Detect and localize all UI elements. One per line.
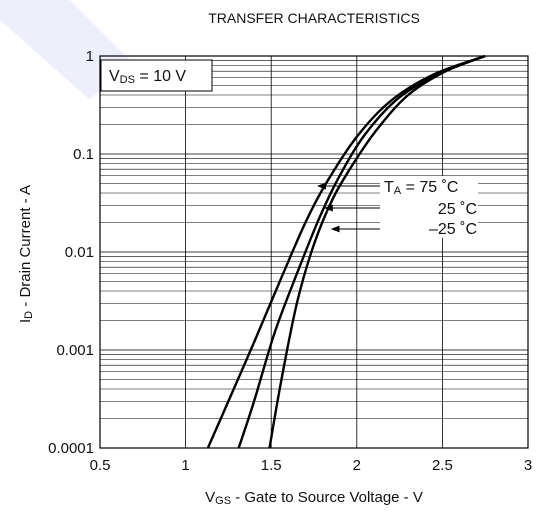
y-axis-title: ID - Drain Current - A xyxy=(17,185,35,323)
annotation-minus25c: –25 ˚C xyxy=(429,221,477,238)
condition-label-rest: = 10 V xyxy=(135,68,186,85)
x-axis-title-main: V xyxy=(205,489,215,506)
watermark-shape xyxy=(0,0,130,100)
chart-title: TRANSFER CHARACTERISTICS xyxy=(208,10,420,26)
y-axis-title-sub: D xyxy=(23,311,35,319)
y-tick-label: 1 xyxy=(86,48,94,65)
x-tick-label: 3 xyxy=(524,457,532,474)
x-tick-label: 1 xyxy=(181,457,189,474)
x-axis-title-sub: GS xyxy=(215,495,231,507)
condition-label-main: V xyxy=(109,68,120,85)
condition-label: VDS = 10 V xyxy=(109,68,186,86)
tick-labels: 0.5 1 1.5 2 2.5 3 0.0001 0.001 0.01 0.1 1 xyxy=(48,48,532,474)
y-axis-title-rest: - Drain Current - A xyxy=(17,185,34,311)
annotation-75c-rest: = 75 ˚C xyxy=(401,179,458,196)
condition-box xyxy=(100,59,213,92)
x-axis-title-rest: - Gate to Source Voltage - V xyxy=(231,489,423,506)
condition-label-sub: DS xyxy=(120,74,135,86)
y-tick-label: 0.0001 xyxy=(48,440,94,457)
grid xyxy=(99,56,529,449)
x-tick-label: 2.5 xyxy=(432,457,453,474)
annotation-75c: TA = 75 ˚C xyxy=(384,179,458,197)
annotation-25c: 25 ˚C xyxy=(438,201,477,218)
x-axis-title: VGS - Gate to Source Voltage - V xyxy=(205,489,423,507)
annotation-ta-sub: A xyxy=(394,185,402,197)
annotation-arrows xyxy=(317,182,380,233)
series-line-2 xyxy=(268,54,486,449)
x-tick-label: 0.5 xyxy=(90,457,111,474)
annotation-background xyxy=(380,176,478,238)
y-axis-title-main: I xyxy=(17,319,34,323)
curves xyxy=(206,54,486,449)
plot-border xyxy=(99,55,529,449)
series-line-0 xyxy=(206,54,486,449)
y-tick-label: 0.1 xyxy=(73,146,94,163)
x-tick-label: 1.5 xyxy=(261,457,282,474)
annotation-ta-main: T xyxy=(384,179,394,196)
series-line-1 xyxy=(237,54,486,449)
x-tick-label: 2 xyxy=(353,457,361,474)
plot-frame xyxy=(99,55,529,449)
y-tick-label: 0.001 xyxy=(56,342,94,359)
y-tick-label: 0.01 xyxy=(65,244,94,261)
